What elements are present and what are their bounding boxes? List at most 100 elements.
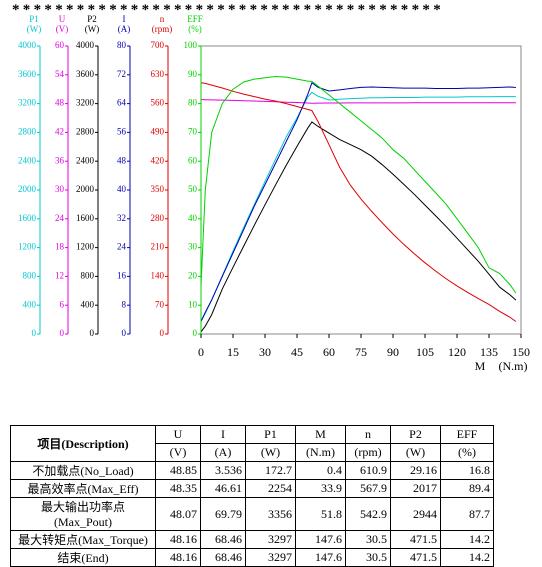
y-tick-label: 56 <box>117 126 127 136</box>
table-cell: 48.35 <box>155 479 201 498</box>
y-tick-label: 0 <box>60 328 65 338</box>
series-line <box>200 82 516 322</box>
y-tick-label: 10 <box>188 299 198 309</box>
series-line <box>200 91 516 322</box>
y-tick-label: 2400 <box>18 155 37 165</box>
series-line <box>200 99 516 104</box>
x-tick-label: 30 <box>259 345 271 359</box>
y-tick-label: 48 <box>117 155 127 165</box>
column-unit: (W) <box>245 443 296 462</box>
y-tick-label: 12 <box>55 270 64 280</box>
row-name: 最大转矩点(Max_Torque) <box>10 530 156 549</box>
y-tick-label: 18 <box>55 242 65 252</box>
y-tick-label: 60 <box>55 40 65 50</box>
table-cell: 48.07 <box>155 497 201 531</box>
table-row: 最大输出功率点(Max_Pout) 48.07 69.79 3356 51.8 542.9… <box>10 497 494 531</box>
axis-name: P1 <box>29 14 39 24</box>
axis-name: EFF <box>187 14 203 24</box>
table-cell: 3297 <box>245 530 296 549</box>
y-tick-label: 0 <box>122 328 127 338</box>
axis-name: I <box>123 14 126 24</box>
y-tick-label: 4000 <box>18 40 37 50</box>
y-tick-label: 3600 <box>76 69 95 79</box>
y-tick-label: 100 <box>184 40 198 50</box>
column-unit: (rpm) <box>345 443 391 462</box>
axis-unit: (rpm) <box>152 24 173 34</box>
y-tick-label: 8 <box>122 299 127 309</box>
column-unit: (V) <box>155 443 201 462</box>
y-tick-label: 54 <box>55 69 65 79</box>
y-tick-label: 16 <box>117 270 127 280</box>
y-tick-label: 1200 <box>18 242 37 252</box>
y-tick-label: 4000 <box>76 40 95 50</box>
x-tick-label: 75 <box>355 345 367 359</box>
table-cell: 3.536 <box>200 461 246 480</box>
table-cell: 471.5 <box>390 548 441 567</box>
table-cell: 69.79 <box>200 497 246 531</box>
y-tick-label: 2000 <box>76 184 95 194</box>
y-tick-label: 72 <box>117 69 126 79</box>
table-row: 不加载点(No_Load) 48.85 3.536 172.7 0.4 610.9 29.1… <box>10 461 494 480</box>
y-tick-label: 48 <box>55 98 65 108</box>
x-tick-label: 45 <box>291 345 303 359</box>
table-cell: 147.6 <box>295 530 346 549</box>
plot-frame <box>200 45 522 335</box>
y-tick-label: 800 <box>23 270 37 280</box>
header-stars: **************************************** <box>12 2 444 18</box>
table-cell: 147.6 <box>295 548 346 567</box>
table-cell: 0.4 <box>295 461 346 480</box>
y-tick-label: 2800 <box>76 126 95 136</box>
y-tick-label: 210 <box>151 242 165 252</box>
y-tick-label: 280 <box>151 213 165 223</box>
table-cell: 46.61 <box>200 479 246 498</box>
table-cell: 3356 <box>245 497 296 531</box>
y-tick-label: 1600 <box>76 213 95 223</box>
x-tick-label: 135 <box>480 345 498 359</box>
y-tick-label: 800 <box>81 270 95 280</box>
table-cell: 2254 <box>245 479 296 498</box>
y-tick-label: 64 <box>117 98 127 108</box>
axis-unit: (W) <box>27 24 42 34</box>
y-tick-label: 6 <box>60 299 65 309</box>
y-tick-label: 3200 <box>76 98 95 108</box>
table-cell: 471.5 <box>390 530 441 549</box>
x-axis-unit: (N.m) <box>499 359 528 373</box>
row-name: 结束(End) <box>10 548 156 567</box>
table-cell: 29.16 <box>390 461 441 480</box>
table-cell: 68.46 <box>200 530 246 549</box>
y-tick-label: 140 <box>151 270 165 280</box>
y-tick-label: 490 <box>151 126 165 136</box>
y-tick-label: 700 <box>151 40 165 50</box>
table-cell: 172.7 <box>245 461 296 480</box>
table-cell: 542.9 <box>345 497 391 531</box>
table-cell: 68.46 <box>200 548 246 567</box>
column-header: P2 <box>390 425 441 444</box>
x-tick-label: 15 <box>227 345 239 359</box>
x-tick-label: 120 <box>448 345 466 359</box>
axis-name: U <box>59 14 66 24</box>
y-tick-label: 1200 <box>76 242 95 252</box>
column-unit: (%) <box>440 443 494 462</box>
y-tick-label: 3200 <box>18 98 37 108</box>
y-tick-label: 400 <box>23 299 37 309</box>
column-header: P1 <box>245 425 296 444</box>
column-unit: (A) <box>200 443 246 462</box>
table-cell: 51.8 <box>295 497 346 531</box>
table-cell: 3297 <box>245 548 296 567</box>
y-tick-label: 60 <box>188 155 198 165</box>
y-tick-label: 80 <box>188 98 198 108</box>
axis-unit: (V) <box>56 24 69 34</box>
column-header: M <box>295 425 346 444</box>
y-tick-label: 70 <box>155 299 165 309</box>
y-tick-label: 50 <box>188 184 198 194</box>
y-tick-label: 24 <box>55 213 65 223</box>
column-header: U <box>155 425 201 444</box>
y-tick-label: 70 <box>188 126 198 136</box>
y-tick-label: 40 <box>188 213 198 223</box>
column-unit: (W) <box>390 443 441 462</box>
y-tick-label: 20 <box>188 270 198 280</box>
row-name: 最大输出功率点(Max_Pout) <box>10 497 156 531</box>
chart: P1(W)04008001200160020002400280032003600… <box>18 14 530 373</box>
